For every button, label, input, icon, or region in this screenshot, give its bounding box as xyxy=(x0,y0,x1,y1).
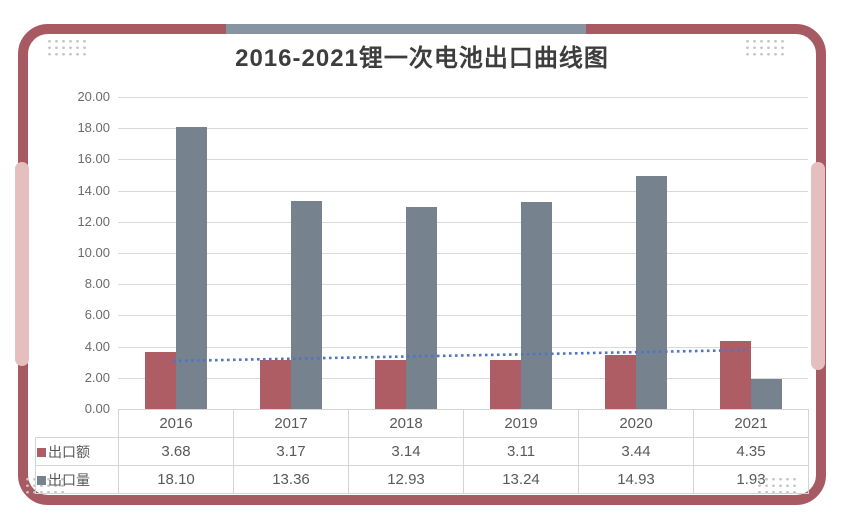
gridline xyxy=(118,284,808,286)
table-cell-出口额-2018: 3.14 xyxy=(348,437,464,466)
bar-出口量-2017 xyxy=(290,200,322,409)
x-axis-label-2018: 2018 xyxy=(348,409,464,438)
table-cell-出口量-2019: 13.24 xyxy=(463,465,579,494)
x-axis-label-2019: 2019 xyxy=(463,409,579,438)
y-tick-label: 12.00 xyxy=(77,213,110,229)
bar-出口额-2018 xyxy=(374,360,406,409)
table-cell-出口量-2017: 13.36 xyxy=(233,465,349,494)
gridline xyxy=(118,221,808,223)
x-axis-label-2017: 2017 xyxy=(233,409,349,438)
table-cell-出口额-2017: 3.17 xyxy=(233,437,349,466)
y-tick-label: 16.00 xyxy=(77,151,110,167)
y-tick-label: 14.00 xyxy=(77,182,110,198)
x-axis-label-2021: 2021 xyxy=(693,409,809,438)
table-cell-出口额-2021: 4.35 xyxy=(693,437,809,466)
y-tick-label: 0.00 xyxy=(84,401,110,416)
table-row-出口额: 出口额 3.68 3.17 3.14 3.11 3.44 4.35 xyxy=(35,437,809,466)
dot-grid-ornament-top-right xyxy=(744,38,785,58)
gridline xyxy=(118,346,808,348)
legend-出口量: 出口量 xyxy=(35,465,119,494)
dot-grid-ornament-top-left xyxy=(46,38,87,58)
bar-出口额-2021 xyxy=(719,341,751,409)
x-axis-label-2016: 2016 xyxy=(118,409,234,438)
trendline xyxy=(172,348,749,363)
gridline xyxy=(118,97,808,98)
table-cell-出口量-2018: 12.93 xyxy=(348,465,464,494)
bar-出口额-2019 xyxy=(489,360,521,409)
gridline xyxy=(118,190,808,192)
y-tick-label: 8.00 xyxy=(84,276,110,292)
table-cell-出口量-2016: 18.10 xyxy=(118,465,234,494)
chart-title: 2016-2021锂一次电池出口曲线图 xyxy=(235,45,609,72)
gridline xyxy=(118,253,808,254)
y-tick-label: 6.00 xyxy=(84,307,110,323)
frame-accent-left-pink xyxy=(15,162,29,366)
gridline xyxy=(118,377,808,379)
bar-出口额-2017 xyxy=(259,359,291,409)
frame-accent-top-gray xyxy=(226,24,586,34)
bar-出口量-2020 xyxy=(635,176,667,409)
bar-出口额-2016 xyxy=(144,351,176,409)
table-row-出口量: 出口量 18.10 13.36 12.93 13.24 14.93 1.93 xyxy=(35,465,809,494)
table-cell-出口额-2019: 3.11 xyxy=(463,437,579,466)
gridline xyxy=(118,128,808,130)
y-tick-label: 20.00 xyxy=(77,89,110,104)
gridline xyxy=(118,315,808,317)
y-tick-label: 10.00 xyxy=(77,245,110,260)
y-tick-label: 4.00 xyxy=(84,338,110,354)
data-table: 2016 2017 2018 2019 2020 2021 出口额 3.68 3.17 3.14 3… xyxy=(35,409,809,494)
y-tick-label: 18.00 xyxy=(77,120,110,136)
frame-accent-right-pink xyxy=(811,162,825,370)
y-tick-label: 2.00 xyxy=(84,369,110,385)
table-cell-出口额-2016: 3.68 xyxy=(118,437,234,466)
plot-area xyxy=(118,97,808,409)
table-row-years: 2016 2017 2018 2019 2020 2021 xyxy=(36,409,809,438)
bar-出口量-2018 xyxy=(405,207,437,409)
table-corner-spacer xyxy=(36,410,119,438)
x-axis-label-2020: 2020 xyxy=(578,409,694,438)
bar-出口量-2019 xyxy=(520,202,552,409)
legend-key-icon xyxy=(37,448,46,457)
bar-出口额-2020 xyxy=(604,355,636,409)
table-cell-出口量-2020: 14.93 xyxy=(578,465,694,494)
table-cell-出口量-2021: 1.93 xyxy=(693,465,809,494)
bar-出口量-2021 xyxy=(750,378,782,409)
legend-key-icon xyxy=(37,476,46,485)
gridline xyxy=(118,159,808,161)
legend-出口额: 出口额 xyxy=(35,437,119,466)
table-cell-出口额-2020: 3.44 xyxy=(578,437,694,466)
